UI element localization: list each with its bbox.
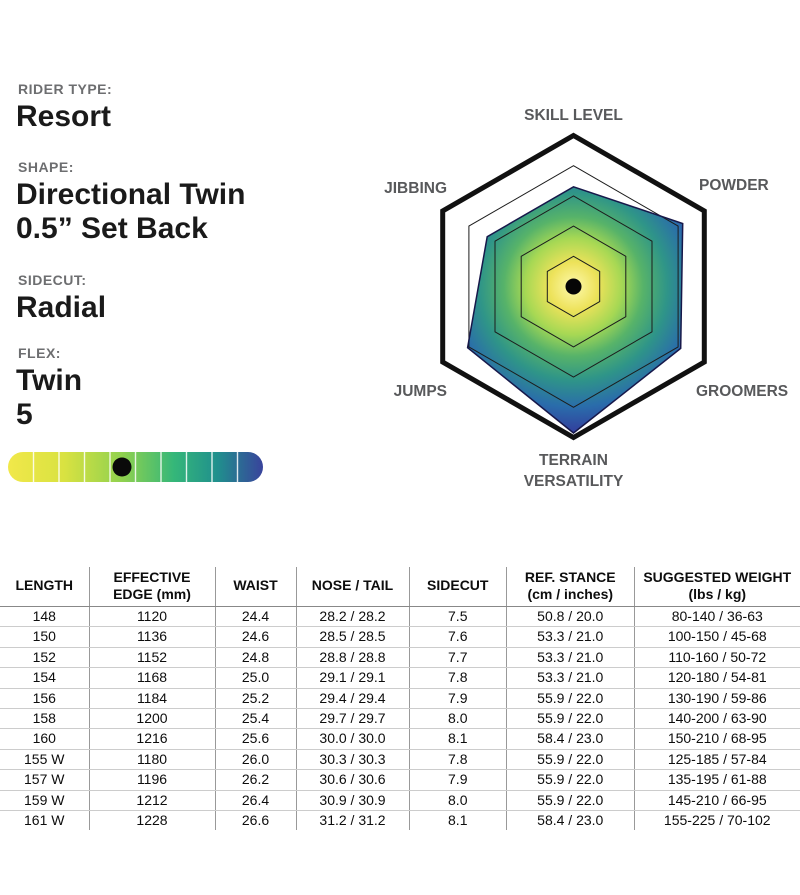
svg-text:JUMPS: JUMPS (394, 383, 447, 400)
svg-text:TERRAIN: TERRAIN (539, 452, 608, 469)
svg-text:SKILL LEVEL: SKILL LEVEL (524, 107, 623, 124)
svg-text:GROOMERS: GROOMERS (696, 383, 788, 400)
svg-text:VERSATILITY: VERSATILITY (524, 473, 624, 490)
svg-text:POWDER: POWDER (699, 177, 769, 194)
svg-text:JIBBING: JIBBING (384, 180, 447, 197)
